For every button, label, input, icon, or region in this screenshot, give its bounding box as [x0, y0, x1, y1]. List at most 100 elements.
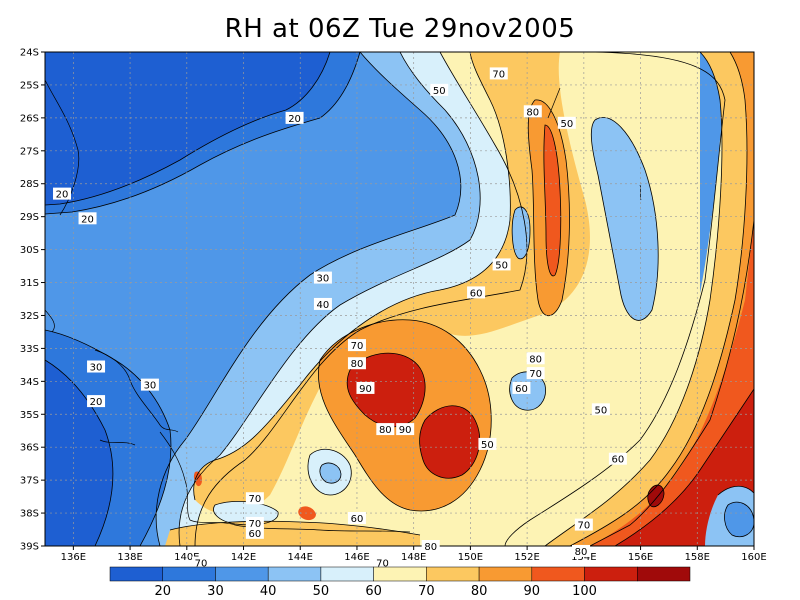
colorbar-label: 90 — [524, 584, 541, 599]
contour-label: 60 — [612, 455, 625, 466]
y-tick-label: 38S — [20, 509, 39, 520]
colorbar: 20 30 40 50 60 70 80 90 100 — [109, 566, 691, 599]
contour-label: 30 — [144, 381, 157, 392]
colorbar-swatch — [215, 566, 269, 582]
y-tick-label: 26S — [20, 113, 39, 124]
y-tick-label: 28S — [20, 179, 39, 190]
contour-label-box — [557, 116, 576, 129]
x-tick-label: 150E — [458, 552, 483, 563]
contour-label: 70 — [248, 494, 261, 505]
y-tick-label: 32S — [20, 311, 39, 322]
y-tick-label: 27S — [20, 146, 39, 157]
contour-label: 20 — [288, 114, 301, 125]
rh-region-small-100 — [647, 485, 664, 507]
contour-label: 30 — [90, 363, 103, 374]
contour-label: 40 — [317, 300, 330, 311]
x-tick-label: 136E — [61, 552, 86, 563]
contour-label-box — [396, 423, 415, 436]
contour-label-box — [572, 544, 591, 557]
y-tick-label: 34S — [20, 377, 39, 388]
rh-region-north-90-100 — [543, 125, 561, 276]
contour-label: 20 — [81, 214, 94, 225]
contour-label-box — [421, 540, 440, 552]
colorbar-swatch — [478, 566, 533, 582]
rh-region-central-90-100 — [347, 353, 426, 427]
colorbar-label: 40 — [260, 584, 277, 599]
contour-label-box — [347, 339, 366, 352]
contour-label: 80 — [379, 425, 392, 436]
colorbar-swatch — [426, 566, 480, 582]
rh-region-pocket-50 — [512, 206, 530, 259]
x-tick-label: 148E — [401, 552, 426, 563]
contour-label: 70 — [248, 519, 261, 530]
contour-label: 50 — [560, 119, 573, 130]
contour-label-box — [356, 381, 375, 394]
colorbar-swatch — [267, 566, 322, 582]
contour-label-box — [347, 512, 366, 525]
chart-title: RH at 06Z Tue 29nov2005 — [224, 14, 576, 44]
y-tick-label: 30S — [20, 245, 39, 256]
contour-label-box — [245, 526, 264, 539]
contour-label: 90 — [359, 384, 372, 395]
x-tick-label: 142E — [231, 552, 256, 563]
x-tick-label: 138E — [117, 552, 142, 563]
colorbar-swatch — [637, 566, 691, 582]
x-tick-label: 146E — [344, 552, 369, 563]
contour-label-box — [489, 67, 508, 80]
contour-lines — [45, 52, 754, 546]
contour-label-box — [526, 367, 545, 380]
x-tick-label: 152E — [514, 552, 539, 563]
contour-label-box — [373, 556, 392, 569]
contour-label-box — [523, 105, 542, 118]
contour-label: 60 — [515, 384, 528, 395]
contour-label-box — [313, 271, 332, 284]
y-tick-label: 35S — [20, 410, 39, 421]
rh-region-small-90 — [298, 506, 316, 521]
contour-label: 50 — [481, 440, 494, 451]
contour-label-box — [87, 395, 106, 408]
rh-region-pocket-50c — [591, 117, 659, 321]
contour-label: 70 — [529, 369, 542, 380]
y-tick-label: 24S — [20, 48, 39, 59]
y-tick-label: 33S — [20, 344, 39, 355]
contour-label-box — [608, 452, 627, 465]
contour-label: 80 — [351, 359, 364, 370]
contour-label-box — [376, 423, 395, 436]
colorbar-swatch — [373, 566, 427, 582]
contour-label: 50 — [433, 86, 446, 97]
y-tick-label: 37S — [20, 476, 39, 487]
rh-filled-contours — [45, 52, 754, 546]
contour-label: 70 — [351, 341, 364, 352]
contour-label: 60 — [248, 529, 261, 540]
contour-label-box — [53, 187, 72, 200]
colorbar-swatch — [320, 566, 374, 582]
y-tick-label: 29S — [20, 212, 39, 223]
plot-frame — [44, 51, 755, 547]
contour-label: 80 — [526, 107, 539, 118]
x-tick-label: 156E — [628, 552, 653, 563]
colorbar-label: 70 — [418, 584, 435, 599]
contour-label: 60 — [351, 514, 364, 525]
colorbar-swatch — [162, 566, 216, 582]
contour-label-box — [430, 83, 449, 96]
x-tick-label: 160E — [741, 552, 766, 563]
colorbar-label: 100 — [572, 584, 597, 599]
y-tick-label: 36S — [20, 443, 39, 454]
colorbar-label: 60 — [365, 584, 382, 599]
contour-label-box — [191, 556, 210, 569]
y-tick-label: 39S — [20, 542, 39, 553]
colorbar-swatch — [531, 566, 585, 582]
contour-label-box — [313, 297, 332, 310]
contour-label: 80 — [424, 542, 437, 553]
rh-region-70-80 — [193, 52, 590, 515]
contour-label: 20 — [56, 190, 69, 201]
contour-label-box — [591, 403, 610, 416]
colorbar-label: 50 — [313, 584, 330, 599]
colorbar-label: 30 — [207, 584, 224, 599]
colorbar-label: 20 — [154, 584, 171, 599]
rh-region-pocket-50d — [319, 463, 341, 484]
contour-label-box — [467, 286, 486, 299]
contour-label: 80 — [529, 354, 542, 365]
x-tick-label: 144E — [288, 552, 313, 563]
